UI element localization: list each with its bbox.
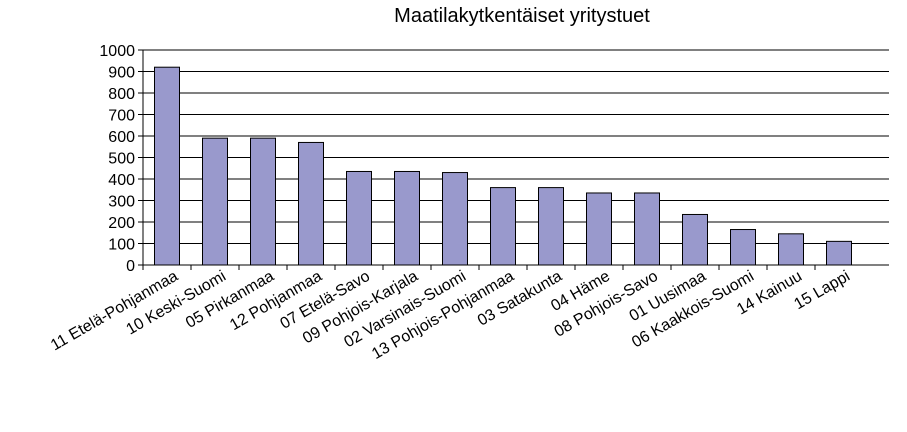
bar	[730, 229, 756, 266]
bar	[826, 240, 852, 266]
y-tick-label: 800	[108, 86, 135, 103]
y-tick-label: 0	[126, 258, 135, 275]
x-tick-label: 15 Lappi	[791, 268, 853, 313]
y-tick-label: 200	[108, 215, 135, 232]
y-tick-label: 1000	[99, 43, 135, 60]
bar	[538, 187, 564, 266]
y-tick-label: 300	[108, 194, 135, 211]
bar	[682, 213, 708, 266]
y-tick-label: 600	[108, 129, 135, 146]
bar	[442, 172, 468, 266]
bar	[778, 233, 804, 266]
y-tick-label: 500	[108, 151, 135, 168]
chart-title: Maatilakytkentäiset yritystuet	[394, 5, 650, 27]
bar	[154, 66, 180, 266]
y-tick-label: 100	[108, 237, 135, 254]
bar	[586, 192, 612, 266]
bar	[346, 170, 372, 266]
bar	[490, 187, 516, 266]
bar	[394, 170, 420, 266]
bar	[298, 141, 324, 266]
y-tick-label: 700	[108, 108, 135, 125]
y-tick-label: 900	[108, 65, 135, 82]
y-tick-label: 400	[108, 172, 135, 189]
bar	[250, 137, 276, 266]
bar	[202, 137, 228, 266]
bar	[634, 192, 660, 266]
